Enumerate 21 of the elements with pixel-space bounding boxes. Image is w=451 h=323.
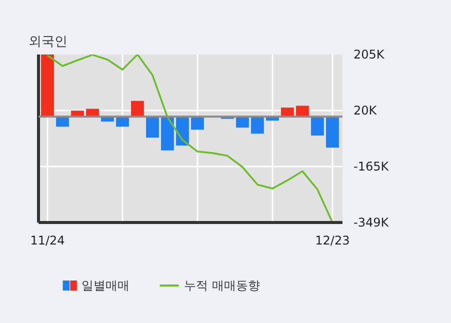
y-tick-label: 205K bbox=[354, 48, 386, 62]
bar bbox=[296, 106, 309, 117]
bar bbox=[251, 116, 264, 134]
bar bbox=[116, 116, 129, 127]
chart-title: 외국인 bbox=[28, 34, 68, 50]
bar bbox=[326, 116, 339, 148]
bar bbox=[161, 116, 174, 150]
x-tick-label: 12/23 bbox=[315, 234, 350, 248]
legend-label: 일별매매 bbox=[82, 278, 130, 292]
bar bbox=[41, 54, 54, 117]
bar bbox=[146, 116, 159, 138]
bar bbox=[56, 116, 69, 127]
bar bbox=[191, 116, 204, 130]
x-tick-label: 11/24 bbox=[30, 234, 65, 248]
y-tick-label: -165K bbox=[354, 160, 390, 174]
y-tick-label: -349K bbox=[354, 216, 390, 230]
bar bbox=[311, 116, 324, 136]
bar bbox=[236, 116, 249, 128]
legend-label: 누적 매매동향 bbox=[184, 278, 260, 292]
bar bbox=[131, 100, 144, 117]
y-tick-label: 20K bbox=[354, 104, 378, 118]
